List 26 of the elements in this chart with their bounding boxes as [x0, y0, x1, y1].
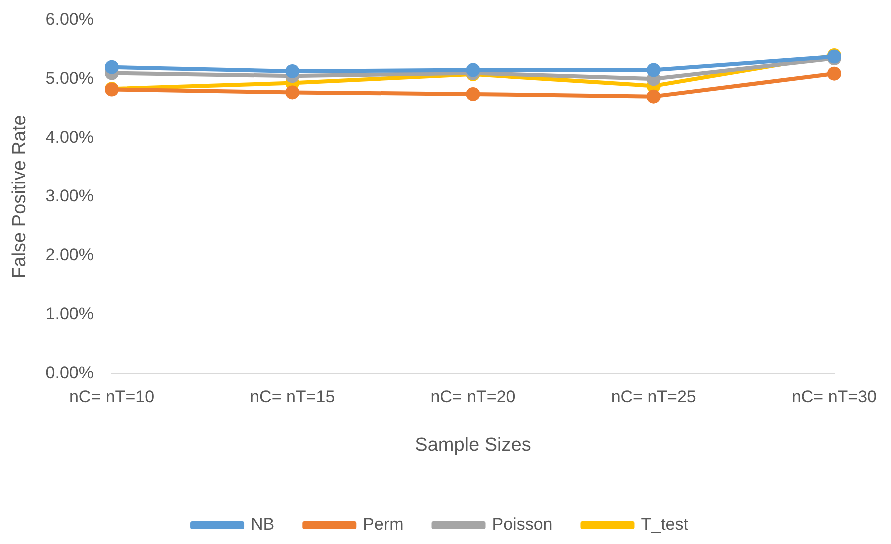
point [827, 66, 842, 81]
x-axis-title: Sample Sizes [415, 434, 532, 456]
legend-label: Perm [363, 515, 404, 534]
x-tick-label: nC= nT=15 [250, 388, 336, 407]
point [466, 87, 480, 102]
x-tick-label: nC= nT=10 [69, 388, 155, 407]
y-tick-label: 2.00% [46, 246, 94, 265]
point [286, 86, 300, 100]
point [646, 90, 661, 104]
point [646, 63, 661, 78]
x-tick-label: nC= nT=25 [611, 388, 696, 407]
y-tick-label: 5.00% [46, 68, 94, 88]
x-tick-label: nC= nT=20 [430, 388, 516, 407]
y-tick-label: 4.00% [46, 128, 94, 147]
point [466, 63, 480, 78]
y-axis-title: False Positive Rate [10, 115, 31, 279]
y-tick-label: 6.00% [46, 10, 94, 29]
y-tick-label: 3.00% [46, 186, 94, 206]
legend-label: T_test [641, 515, 689, 534]
legend-label: Poisson [492, 515, 553, 534]
y-tick-label: 1.00% [46, 304, 94, 324]
y-tick-label: 0.00% [46, 363, 94, 382]
x-tick-label: nC= nT=30 [792, 388, 877, 407]
point [105, 60, 120, 74]
point [286, 64, 300, 78]
legend-label: NB [251, 515, 275, 534]
